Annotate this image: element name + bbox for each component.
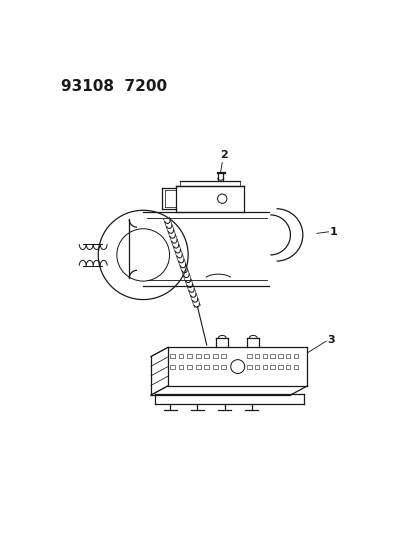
Bar	[212, 354, 217, 358]
Bar	[212, 365, 217, 369]
Bar	[278, 365, 282, 369]
Bar	[204, 354, 209, 358]
Bar	[262, 354, 266, 358]
Bar	[285, 354, 290, 358]
Text: 2: 2	[219, 150, 227, 160]
Bar	[204, 365, 209, 369]
Bar	[247, 365, 251, 369]
Text: 1: 1	[328, 227, 336, 237]
Text: 93108  7200: 93108 7200	[61, 79, 167, 94]
Bar	[270, 365, 274, 369]
Bar	[254, 365, 259, 369]
Bar	[170, 354, 175, 358]
Bar	[221, 354, 225, 358]
Bar	[262, 365, 266, 369]
Bar	[178, 354, 183, 358]
Bar	[247, 354, 251, 358]
Bar	[178, 365, 183, 369]
Bar	[221, 365, 225, 369]
Bar	[195, 365, 200, 369]
Bar	[285, 365, 290, 369]
Bar	[293, 354, 297, 358]
Bar	[278, 354, 282, 358]
Bar	[293, 365, 297, 369]
Bar	[170, 365, 175, 369]
Text: 3: 3	[326, 335, 334, 345]
Bar	[187, 365, 192, 369]
Bar	[195, 354, 200, 358]
Bar	[270, 354, 274, 358]
Bar	[254, 354, 259, 358]
Bar	[187, 354, 192, 358]
